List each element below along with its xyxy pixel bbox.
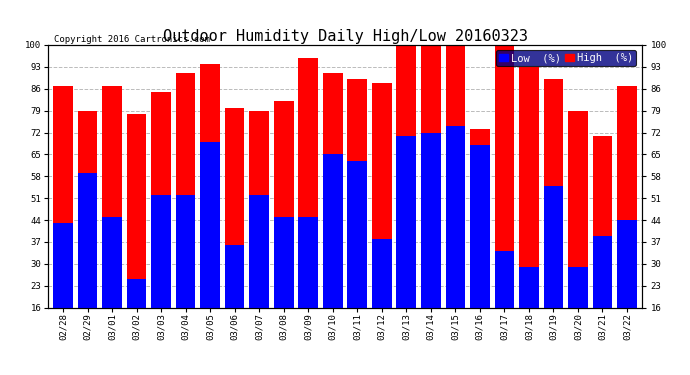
Bar [249,111,269,357]
Bar [348,80,367,357]
Bar [200,64,220,357]
Bar [274,217,293,357]
Bar [372,82,392,357]
Bar [421,132,441,357]
Bar [446,126,465,357]
Bar [397,45,416,357]
Title: Outdoor Humidity Daily High/Low 20160323: Outdoor Humidity Daily High/Low 20160323 [163,29,527,44]
Bar [372,239,392,357]
Bar [176,195,195,357]
Bar [446,45,465,357]
Text: Copyright 2016 Cartronics.com: Copyright 2016 Cartronics.com [55,34,210,44]
Bar [323,73,342,357]
Bar [249,195,269,357]
Bar [176,73,195,357]
Bar [53,223,73,357]
Bar [470,145,490,357]
Bar [127,114,146,357]
Bar [568,111,588,357]
Bar [348,160,367,357]
Bar [102,86,122,357]
Bar [151,92,171,357]
Bar [519,267,539,357]
Bar [470,129,490,357]
Bar [225,108,244,357]
Bar [298,217,318,357]
Bar [544,80,563,357]
Bar [397,136,416,357]
Bar [593,136,612,357]
Bar [78,173,97,357]
Bar [127,279,146,357]
Bar [151,195,171,357]
Bar [102,217,122,357]
Bar [78,111,97,357]
Legend: Low  (%), High  (%): Low (%), High (%) [496,50,636,66]
Bar [225,245,244,357]
Bar [274,101,293,357]
Bar [617,220,637,357]
Bar [519,67,539,357]
Bar [495,45,514,357]
Bar [544,186,563,357]
Bar [568,267,588,357]
Bar [617,86,637,357]
Bar [593,236,612,357]
Bar [200,142,220,357]
Bar [323,154,342,357]
Bar [495,251,514,357]
Bar [53,86,73,357]
Bar [421,45,441,357]
Bar [298,57,318,357]
